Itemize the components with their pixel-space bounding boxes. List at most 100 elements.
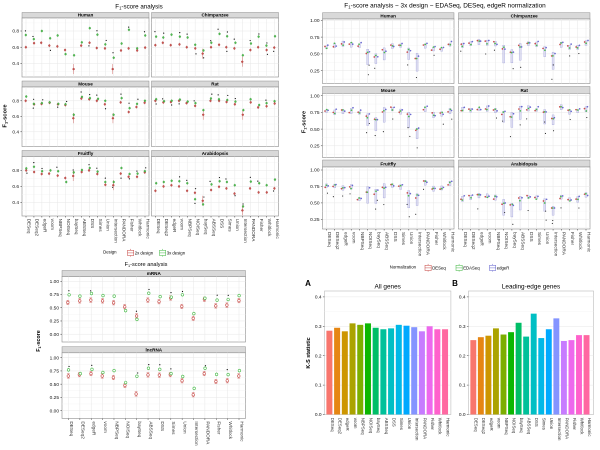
svg-text:voom: voom (352, 232, 357, 244)
svg-text:NBPSeq: NBPSeq (496, 232, 501, 250)
svg-text:ABSSeq: ABSSeq (527, 418, 532, 435)
svg-text:Normalization: Normalization (390, 264, 417, 269)
svg-text:ABSSeq: ABSSeq (82, 219, 87, 237)
svg-text:baySeq: baySeq (376, 418, 381, 433)
svg-text:Whitlock: Whitlock (267, 219, 272, 237)
svg-text:0.1: 0.1 (459, 383, 466, 389)
svg-text:ABSSeq: ABSSeq (211, 219, 216, 237)
svg-text:Whitlock: Whitlock (578, 232, 583, 250)
svg-text:0.0: 0.0 (315, 412, 322, 418)
svg-text:lncRNA: lncRNA (146, 347, 163, 352)
svg-text:edgeR: edgeR (345, 418, 350, 431)
svg-text:NOISeq: NOISeq (368, 232, 373, 249)
svg-text:DSS: DSS (393, 232, 398, 242)
svg-text:All genes: All genes (375, 284, 401, 291)
svg-text:baySeq: baySeq (376, 232, 381, 248)
svg-text:Simes: Simes (542, 418, 547, 431)
svg-text:Rat: Rat (520, 88, 528, 93)
svg-text:2x design: 2x design (135, 251, 154, 256)
svg-text:0.50: 0.50 (310, 201, 320, 207)
svg-text:DESeq2: DESeq2 (471, 232, 476, 250)
svg-text:NBPSeq: NBPSeq (188, 219, 193, 237)
svg-text:Simes: Simes (227, 219, 232, 233)
svg-text:edgeR: edgeR (343, 232, 348, 246)
svg-text:1.00: 1.00 (310, 93, 320, 99)
svg-text:PANDORA: PANDORA (564, 418, 569, 439)
svg-text:ABSSeq: ABSSeq (149, 421, 154, 439)
svg-text:Mouse: Mouse (381, 88, 396, 93)
svg-text:B: B (452, 279, 458, 288)
svg-text:Fisher: Fisher (130, 219, 135, 232)
svg-text:0.3: 0.3 (459, 324, 466, 330)
svg-text:NOISeq: NOISeq (126, 421, 131, 438)
svg-text:Whitlock: Whitlock (138, 219, 143, 237)
svg-text:voom: voom (488, 232, 493, 244)
svg-text:EDASeq: EDASeq (463, 266, 480, 271)
svg-text:0.00: 0.00 (50, 332, 60, 338)
svg-text:Intersection: Intersection (557, 418, 562, 441)
svg-text:ABSSeq: ABSSeq (385, 232, 390, 250)
svg-text:0.50: 0.50 (310, 52, 320, 58)
svg-text:Union: Union (106, 219, 111, 232)
svg-text:Simes: Simes (537, 232, 542, 246)
svg-text:DESeq: DESeq (26, 219, 31, 234)
svg-text:Union: Union (183, 421, 188, 434)
svg-text:baySeq: baySeq (74, 219, 79, 235)
svg-text:edgeR: edgeR (172, 219, 177, 233)
svg-text:0.2: 0.2 (459, 353, 466, 359)
svg-text:DSS: DSS (392, 418, 397, 427)
svg-text:0.6: 0.6 (12, 45, 19, 51)
svg-text:mRNA: mRNA (147, 271, 162, 276)
svg-text:baySeq: baySeq (519, 418, 524, 433)
svg-text:1.00: 1.00 (310, 168, 320, 174)
svg-text:Leading-edge genes: Leading-edge genes (502, 284, 560, 291)
svg-text:Mouse: Mouse (78, 82, 93, 87)
svg-text:DESeq: DESeq (330, 418, 335, 432)
svg-text:K-S statistic: K-S statistic (306, 337, 312, 368)
svg-text:DESeq: DESeq (463, 232, 468, 247)
svg-text:PANDORA: PANDORA (422, 418, 427, 439)
svg-text:ABSSeq: ABSSeq (384, 418, 389, 435)
svg-text:Whitlock: Whitlock (442, 232, 447, 250)
svg-text:DESeq2: DESeq2 (34, 219, 39, 237)
svg-text:DESeq: DESeq (327, 232, 332, 247)
svg-text:NOISeq: NOISeq (504, 232, 509, 249)
svg-text:edgeR: edgeR (489, 418, 494, 431)
svg-text:Intersection: Intersection (194, 421, 199, 446)
svg-text:0.25: 0.25 (310, 217, 320, 223)
svg-text:voom: voom (180, 219, 185, 231)
svg-text:Simes: Simes (171, 421, 176, 435)
svg-text:Union: Union (549, 418, 554, 430)
svg-text:edgeR: edgeR (42, 219, 47, 233)
svg-text:Human: Human (78, 13, 94, 18)
svg-text:F1-score: F1-score (36, 330, 42, 352)
svg-text:voom: voom (50, 219, 55, 231)
svg-text:Chimpanzee: Chimpanzee (201, 13, 229, 18)
svg-text:Fruitfly: Fruitfly (78, 151, 94, 156)
svg-text:0.50: 0.50 (50, 382, 60, 388)
svg-text:ABSSeq: ABSSeq (521, 232, 526, 250)
svg-text:Rat: Rat (211, 82, 219, 87)
svg-text:Harmonic: Harmonic (445, 418, 450, 438)
svg-text:1.00: 1.00 (310, 18, 320, 24)
svg-text:Fisher: Fisher (434, 232, 439, 245)
svg-text:0.4: 0.4 (12, 200, 19, 206)
svg-text:0.4: 0.4 (12, 130, 19, 136)
svg-text:edgeR: edgeR (92, 421, 97, 435)
svg-text:Simes: Simes (98, 219, 103, 233)
svg-text:F1-score analysis − 3x design: F1-score analysis − 3x design − EDASeq, … (344, 3, 546, 10)
svg-text:0.6: 0.6 (12, 114, 19, 120)
svg-text:NBPSeq: NBPSeq (58, 219, 63, 237)
svg-text:Whitlock: Whitlock (438, 418, 443, 435)
svg-text:DSS: DSS (534, 418, 539, 427)
svg-text:0.50: 0.50 (50, 305, 60, 311)
svg-text:Fisher: Fisher (570, 232, 575, 245)
svg-text:NOISeq: NOISeq (368, 418, 373, 434)
svg-text:Union: Union (407, 418, 412, 430)
svg-text:DESeq: DESeq (69, 421, 74, 436)
svg-text:DSS: DSS (219, 219, 224, 229)
svg-text:Union: Union (545, 232, 550, 245)
svg-text:Harmonic: Harmonic (587, 418, 592, 438)
svg-text:DESeq2: DESeq2 (335, 232, 340, 250)
svg-text:NOISeq: NOISeq (512, 418, 517, 434)
